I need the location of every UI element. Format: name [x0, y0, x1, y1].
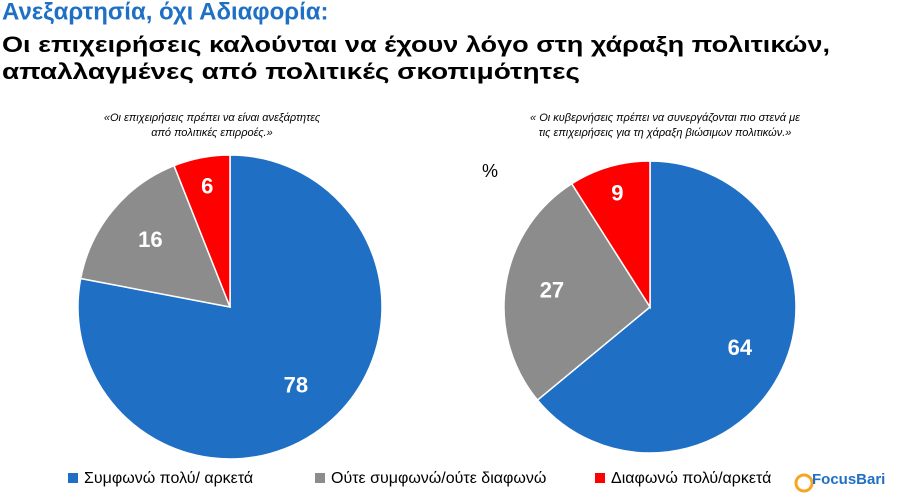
pie-slice — [536, 160, 797, 454]
legend-label: Συμφωνώ πολύ/ αρκετά — [84, 470, 253, 487]
pie-title: «Οι επιχειρήσεις πρέπει να είναι ανεξάρτ… — [104, 112, 321, 124]
pie-slice — [173, 154, 231, 308]
pie-title: από πολιτικές επιρροές.» — [151, 127, 272, 139]
subtitle: απαλλαγμένες από πολιτικές σκοπιμότητες — [2, 59, 580, 84]
data-label: 6 — [201, 173, 213, 198]
data-label: 78 — [284, 372, 308, 397]
legend-label: Ούτε συμφωνώ/ούτε διαφωνώ — [331, 470, 546, 487]
logo: FocusBari — [812, 471, 885, 488]
legend-swatch — [68, 473, 78, 483]
logo-icon — [794, 473, 814, 493]
pie-title: « Οι κυβερνήσεις πρέπει να συνεργάζονται… — [530, 112, 800, 124]
data-label: 64 — [728, 335, 753, 360]
pie-slice — [570, 160, 651, 310]
unit: % — [482, 161, 498, 181]
data-label: 27 — [540, 277, 564, 302]
legend-swatch — [315, 473, 325, 483]
legend-swatch — [595, 473, 605, 483]
title: Ανεξαρτησία, όχι Αδιαφορία: — [2, 0, 329, 25]
data-label: 16 — [138, 227, 162, 252]
pie-title: τις επιχειρήσεις για τη χάραξη βιώσιμων … — [539, 127, 792, 139]
data-label: 9 — [611, 181, 623, 206]
legend-label: Διαφωνώ πολύ/αρκετά — [611, 470, 771, 487]
pie-slice — [79, 164, 232, 308]
pie-slice — [77, 154, 383, 460]
subtitle: Οι επιχειρήσεις καλούνται να έχουν λόγο … — [2, 32, 830, 57]
pie-slice — [503, 182, 651, 402]
